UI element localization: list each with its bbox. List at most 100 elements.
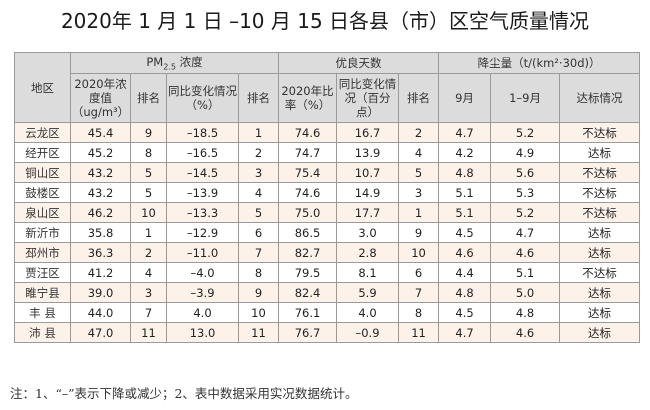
- dust-status-header: 达标情况: [559, 73, 641, 123]
- cell-dust-status: 达标: [559, 142, 641, 163]
- cell-area: 丰 县: [14, 302, 71, 323]
- cell-good-change: 13.9: [336, 142, 399, 163]
- cell-dust-jan-sep: 5.6: [490, 162, 561, 183]
- cell-pm-change: –14.5: [166, 162, 239, 183]
- cell-pm-conc: 44.0: [70, 302, 131, 323]
- table-row: 沛 县 47.0 11 13.0 11 76.7 –0.9 11 4.7 4.6 达标: [14, 322, 641, 343]
- cell-area: 云龙区: [14, 122, 71, 143]
- cell-pm-change-rank: 8: [238, 262, 279, 283]
- pm25-group-header: PM2.5 浓度: [70, 52, 279, 74]
- cell-dust-jan-sep: 4.6: [490, 322, 561, 343]
- cell-dust-sep: 5.1: [438, 182, 492, 203]
- cell-pm-rank: 8: [130, 142, 167, 163]
- cell-area: 泉山区: [14, 202, 71, 223]
- cell-dust-sep: 4.4: [438, 262, 492, 283]
- cell-good-change: 14.9: [336, 182, 399, 203]
- cell-pm-change: –13.3: [166, 202, 239, 223]
- cell-good-change: 10.7: [336, 162, 399, 183]
- cell-pm-rank: 7: [130, 302, 167, 323]
- cell-pm-conc: 35.8: [70, 222, 131, 243]
- footnote: 注：1、“–”表示下降或减少；2、表中数据采用实况数据统计。: [10, 386, 358, 401]
- cell-pm-rank: 9: [130, 122, 167, 143]
- cell-pm-conc: 41.2: [70, 262, 131, 283]
- cell-pm-change: –16.5: [166, 142, 239, 163]
- air-quality-table: 地区 PM2.5 浓度 优良天数 降尘量（t/(km²·30d)） 2020年浓…: [14, 52, 641, 343]
- pm-rank-header: 排名: [130, 73, 167, 123]
- cell-good-ratio: 86.5: [278, 222, 337, 243]
- cell-dust-status: 达标: [559, 322, 641, 343]
- cell-area: 经开区: [14, 142, 71, 163]
- cell-dust-jan-sep: 4.9: [490, 142, 561, 163]
- cell-pm-change: –11.0: [166, 242, 239, 263]
- cell-pm-change: –4.0: [166, 262, 239, 283]
- cell-good-rank: 7: [397, 282, 440, 303]
- cell-good-ratio: 75.4: [278, 162, 337, 183]
- pm-change-header: 同比变化情况（%）: [166, 73, 239, 123]
- cell-good-rank: 1: [397, 202, 440, 223]
- cell-pm-change: –18.5: [166, 122, 239, 143]
- good-ratio-header: 2020年比率（%）: [278, 73, 337, 123]
- cell-area: 新沂市: [14, 222, 71, 243]
- cell-pm-change-rank: 2: [238, 142, 279, 163]
- cell-pm-change-rank: 3: [238, 162, 279, 183]
- cell-dust-sep: 4.5: [438, 302, 492, 323]
- dust-group-header: 降尘量（t/(km²·30d)）: [438, 52, 641, 74]
- cell-dust-status: 达标: [559, 282, 641, 303]
- cell-pm-rank: 10: [130, 202, 167, 223]
- cell-dust-status: 达标: [559, 302, 641, 323]
- cell-pm-change-rank: 7: [238, 242, 279, 263]
- cell-area: 睢宁县: [14, 282, 71, 303]
- cell-pm-rank: 4: [130, 262, 167, 283]
- cell-pm-conc: 45.4: [70, 122, 131, 143]
- cell-pm-change-rank: 9: [238, 282, 279, 303]
- cell-good-change: 16.7: [336, 122, 399, 143]
- cell-pm-change: –12.9: [166, 222, 239, 243]
- cell-dust-jan-sep: 5.1: [490, 262, 561, 283]
- cell-good-ratio: 75.0: [278, 202, 337, 223]
- cell-pm-rank: 5: [130, 162, 167, 183]
- cell-dust-status: 不达标: [559, 262, 641, 283]
- cell-pm-conc: 46.2: [70, 202, 131, 223]
- cell-dust-status: 达标: [559, 222, 641, 243]
- cell-good-ratio: 79.5: [278, 262, 337, 283]
- cell-dust-jan-sep: 4.7: [490, 222, 561, 243]
- cell-pm-rank: 11: [130, 322, 167, 343]
- cell-good-change: 2.8: [336, 242, 399, 263]
- cell-pm-change-rank: 1: [238, 122, 279, 143]
- table-row: 鼓楼区 43.2 5 –13.9 4 74.6 14.9 3 5.1 5.3 不达标: [14, 182, 641, 203]
- cell-dust-sep: 4.5: [438, 222, 492, 243]
- cell-dust-sep: 4.6: [438, 242, 492, 263]
- cell-good-ratio: 82.4: [278, 282, 337, 303]
- cell-dust-jan-sep: 4.8: [490, 302, 561, 323]
- cell-pm-change-rank: 11: [238, 322, 279, 343]
- cell-pm-change-rank: 6: [238, 222, 279, 243]
- cell-area: 鼓楼区: [14, 182, 71, 203]
- cell-pm-conc: 39.0: [70, 282, 131, 303]
- table-row: 泉山区 46.2 10 –13.3 5 75.0 17.7 1 5.1 5.2 不达标: [14, 202, 641, 223]
- cell-pm-change: 13.0: [166, 322, 239, 343]
- table-row: 云龙区 45.4 9 –18.5 1 74.6 16.7 2 4.7 5.2 不达标: [14, 122, 641, 143]
- cell-pm-change-rank: 4: [238, 182, 279, 203]
- cell-pm-change: –3.9: [166, 282, 239, 303]
- cell-good-rank: 2: [397, 122, 440, 143]
- cell-dust-sep: 4.8: [438, 162, 492, 183]
- page-title: 2020年 1 月 1 日 –10 月 15 日各县（市）区空气质量情况: [60, 9, 590, 33]
- cell-good-change: 8.1: [336, 262, 399, 283]
- cell-dust-status: 不达标: [559, 122, 641, 143]
- cell-dust-sep: 4.7: [438, 122, 492, 143]
- pm-conc-header: 2020年浓度值（ug/m³）: [70, 73, 131, 123]
- cell-pm-conc: 45.2: [70, 142, 131, 163]
- cell-good-change: 17.7: [336, 202, 399, 223]
- cell-good-rank: 8: [397, 302, 440, 323]
- cell-good-ratio: 82.7: [278, 242, 337, 263]
- cell-good-rank: 5: [397, 162, 440, 183]
- dust-jan-sep-header: 1–9月: [490, 73, 561, 123]
- cell-area: 沛 县: [14, 322, 71, 343]
- good-rank-header: 排名: [397, 73, 440, 123]
- dust-sep-header: 9月: [438, 73, 492, 123]
- cell-dust-sep: 5.1: [438, 202, 492, 223]
- table-row: 丰 县 44.0 7 4.0 10 76.1 4.0 8 4.5 4.8 达标: [14, 302, 641, 323]
- cell-good-ratio: 74.6: [278, 182, 337, 203]
- cell-dust-sep: 4.7: [438, 322, 492, 343]
- cell-dust-status: 不达标: [559, 162, 641, 183]
